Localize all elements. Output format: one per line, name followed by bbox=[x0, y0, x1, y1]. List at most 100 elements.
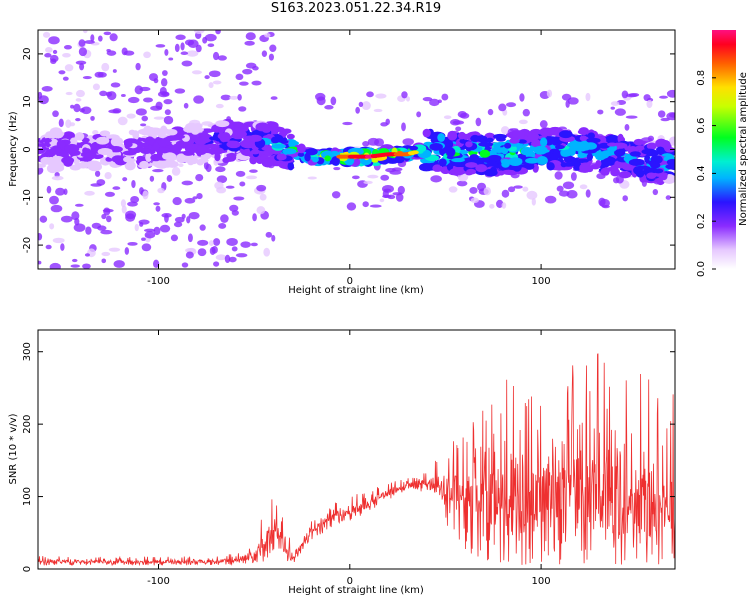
heatmap-cell bbox=[653, 168, 664, 174]
heatmap-cell bbox=[72, 258, 78, 263]
heatmap-cell bbox=[83, 148, 91, 153]
heatmap-cell bbox=[186, 50, 199, 57]
heatmap-cell bbox=[101, 258, 107, 264]
heatmap-cell bbox=[622, 195, 628, 202]
heatmap-cell bbox=[437, 133, 446, 142]
heatmap-cell bbox=[666, 158, 675, 166]
spectrogram-heatmap bbox=[38, 30, 675, 269]
heatmap-cell bbox=[108, 109, 120, 114]
chart-title: S163.2023.051.22.34.R19 bbox=[270, 1, 442, 16]
heatmap-cell bbox=[646, 99, 653, 109]
heatmap-cell bbox=[65, 91, 73, 96]
heatmap-cell bbox=[78, 39, 86, 47]
heatmap-cell bbox=[103, 31, 112, 36]
heatmap-cell bbox=[261, 158, 274, 168]
heatmap-cell bbox=[82, 76, 92, 80]
heatmap-cell bbox=[251, 80, 262, 86]
heatmap-cell bbox=[155, 147, 171, 154]
heatmap-cell bbox=[656, 146, 665, 153]
heatmap-cell bbox=[239, 81, 249, 86]
heatmap-cell bbox=[121, 205, 127, 214]
heatmap-cell bbox=[519, 93, 525, 102]
heatmap-cell bbox=[196, 145, 208, 155]
heatmap-cell bbox=[110, 82, 121, 88]
heatmap-cell bbox=[75, 89, 85, 98]
snr-series-line bbox=[38, 353, 675, 567]
heatmap-cell bbox=[450, 119, 461, 126]
heatmap-cell bbox=[164, 109, 171, 116]
heatmap-cell bbox=[55, 187, 66, 196]
heatmap-cell bbox=[586, 137, 601, 144]
heatmap-cell bbox=[84, 190, 95, 196]
heatmap-cell bbox=[445, 147, 456, 158]
heatmap-cell bbox=[280, 131, 288, 136]
heatmap-cell bbox=[628, 158, 645, 166]
heatmap-cell bbox=[87, 163, 94, 170]
heatmap-cell bbox=[579, 135, 588, 142]
colorbar-label: Normalized spectral amplitude bbox=[738, 72, 749, 226]
heatmap-cell bbox=[595, 154, 606, 161]
heatmap-cell bbox=[366, 91, 374, 98]
heatmap-cell bbox=[165, 135, 181, 141]
heatmap-cell bbox=[81, 106, 92, 115]
snr-x-axis-label: Height of straight line (km) bbox=[288, 585, 424, 596]
heatmap-cell bbox=[401, 91, 408, 99]
heatmap-cell bbox=[489, 204, 495, 209]
heatmap-cell bbox=[276, 153, 287, 161]
heatmap-cell bbox=[665, 195, 672, 200]
heatmap-cell bbox=[401, 122, 406, 132]
heatmap-cell bbox=[204, 75, 210, 80]
heatmap-cell bbox=[469, 186, 478, 194]
heatmap-cell bbox=[139, 160, 150, 169]
heatmap-cell bbox=[58, 70, 66, 75]
x-tick-label: 0 bbox=[347, 276, 353, 287]
heatmap-cell bbox=[63, 188, 68, 195]
heatmap-cell bbox=[166, 128, 178, 136]
heatmap-cell bbox=[50, 155, 65, 165]
heatmap-cell bbox=[226, 238, 238, 246]
heatmap-cell bbox=[579, 162, 592, 173]
heatmap-cell bbox=[479, 149, 491, 158]
heatmap-cell bbox=[501, 169, 517, 175]
heatmap-cell bbox=[112, 186, 121, 190]
heatmap-cell bbox=[222, 157, 230, 164]
heatmap-cell bbox=[113, 260, 125, 268]
heatmap-cell bbox=[307, 176, 317, 180]
heatmap-cell bbox=[235, 73, 244, 81]
heatmap-cell bbox=[558, 130, 573, 139]
heatmap-cell bbox=[476, 182, 487, 192]
heatmap-cell bbox=[226, 153, 237, 158]
heatmap-cell bbox=[193, 30, 205, 35]
heatmap-cell bbox=[143, 51, 151, 59]
heatmap-cell bbox=[342, 121, 353, 126]
heatmap-cell bbox=[261, 50, 268, 57]
heatmap-cell bbox=[75, 117, 81, 122]
heatmap-cell bbox=[172, 197, 182, 206]
heatmap-cell bbox=[430, 175, 442, 183]
heatmap-cell bbox=[585, 92, 591, 102]
heatmap-cell bbox=[197, 158, 209, 163]
heatmap-cell bbox=[63, 44, 72, 50]
heatmap-cell bbox=[196, 193, 203, 200]
heatmap-cell bbox=[79, 108, 85, 113]
heatmap-cell bbox=[85, 226, 92, 235]
heatmap-cell bbox=[644, 154, 651, 164]
heatmap-cell bbox=[101, 62, 110, 72]
heatmap-cell bbox=[351, 175, 360, 180]
heatmap-cell bbox=[193, 95, 205, 104]
heatmap-cell bbox=[465, 162, 478, 168]
heatmap-cell bbox=[127, 241, 138, 246]
heatmap-cell bbox=[526, 190, 538, 200]
heatmap-cell bbox=[666, 112, 675, 121]
heatmap-cell bbox=[110, 136, 124, 147]
heatmap-cell bbox=[544, 195, 557, 204]
heatmap-cell bbox=[239, 181, 246, 187]
heatmap-cell bbox=[324, 155, 331, 162]
heatmap-cell bbox=[297, 152, 305, 157]
heatmap-cell bbox=[570, 172, 577, 181]
heatmap-cell bbox=[74, 132, 85, 141]
heatmap-cell bbox=[135, 108, 147, 116]
heatmap-cell bbox=[387, 194, 396, 200]
heatmap-cell bbox=[429, 98, 440, 107]
y-tick-label: 0 bbox=[22, 146, 33, 152]
